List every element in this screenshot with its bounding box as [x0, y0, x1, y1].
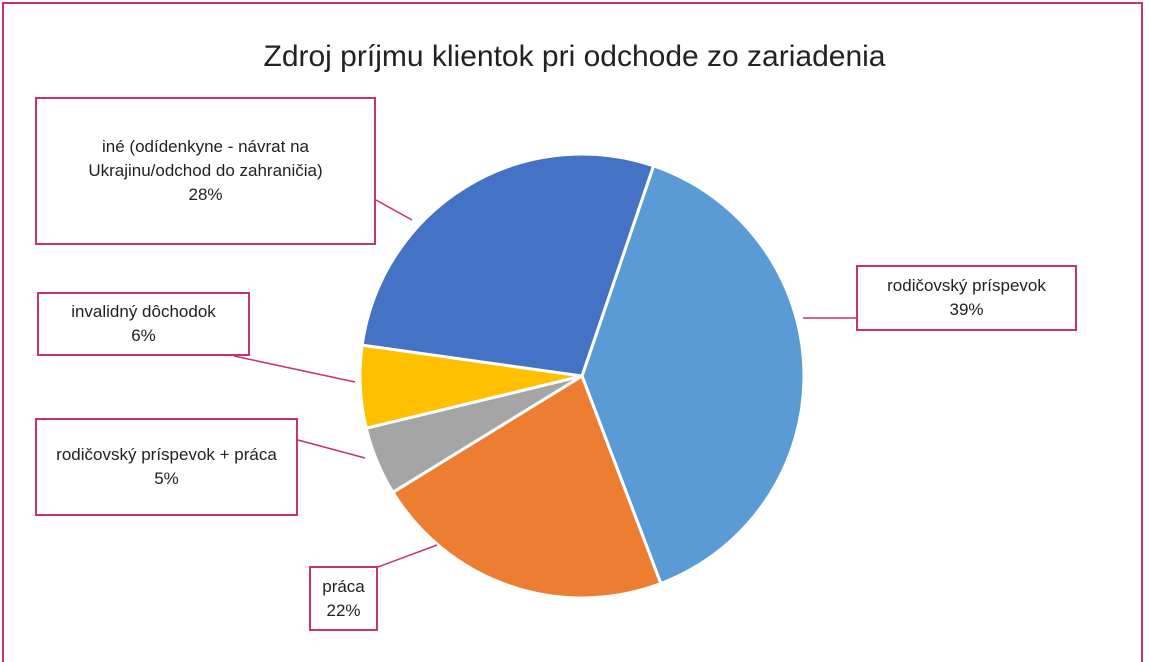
- value-label: 28%: [188, 185, 223, 204]
- data-callout: iné (odídenkyne - návrat na Ukrajinu/odc…: [35, 97, 376, 245]
- value-label: 39%: [949, 300, 984, 319]
- category-label: invalidný dôchodok: [71, 302, 216, 321]
- category-label: rodičovský príspevok: [887, 276, 1046, 295]
- category-label: iné (odídenkyne - návrat na Ukrajinu/odc…: [88, 137, 323, 180]
- pie-slice: [391, 374, 663, 600]
- leader-line: [297, 439, 366, 459]
- data-callout: práca 22%: [309, 566, 378, 631]
- data-callout: invalidný dôchodok 6%: [37, 292, 250, 356]
- chart-title: Zdroj príjmu klientok pri odchode zo zar…: [263, 40, 886, 73]
- data-callout: rodičovský príspevok + práca 5%: [35, 418, 298, 516]
- value-label: 22%: [326, 600, 361, 620]
- category-label: rodičovský príspevok + práca: [56, 445, 277, 464]
- leader-lines: [233, 199, 856, 568]
- leader-line: [377, 544, 438, 568]
- leader-line: [233, 355, 356, 383]
- value-label: 6%: [131, 326, 156, 345]
- category-label: práca: [322, 576, 365, 596]
- value-label: 5%: [154, 469, 179, 488]
- data-callout: rodičovský príspevok 39%: [856, 265, 1077, 331]
- pie-slice: [360, 152, 656, 378]
- leader-line: [375, 199, 413, 221]
- pie-slice: [580, 164, 806, 586]
